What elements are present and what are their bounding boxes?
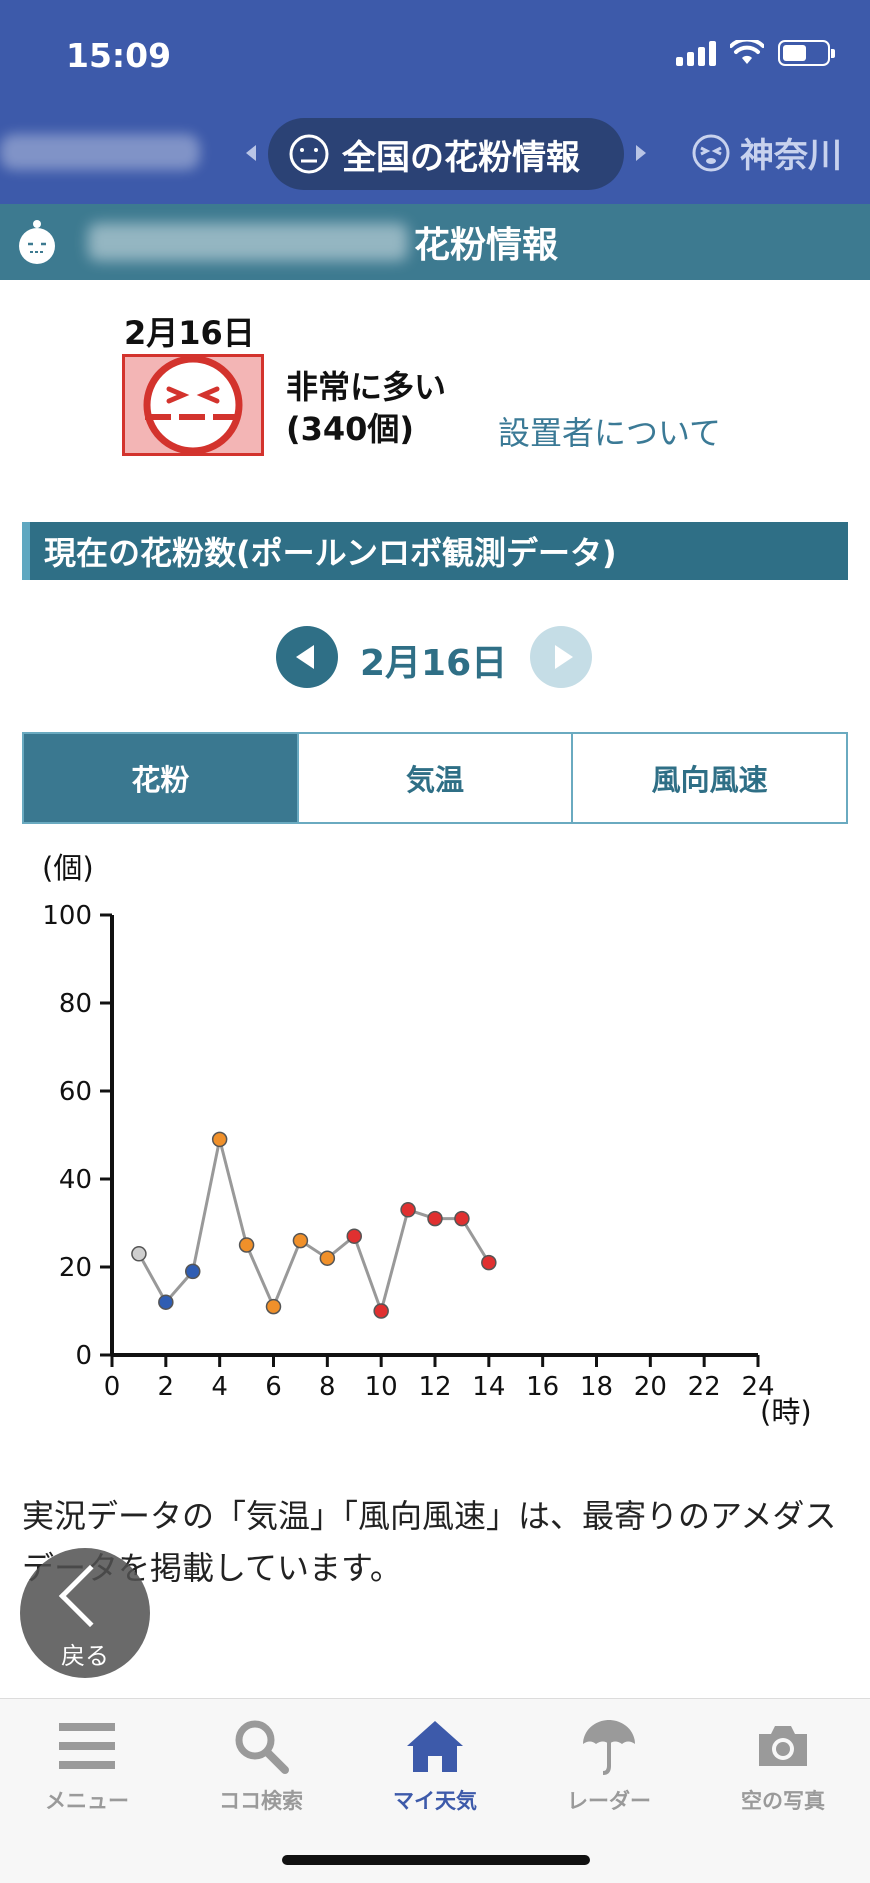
next-region-label: 神奈川 bbox=[740, 136, 842, 176]
very-high-pollen-face-icon bbox=[122, 354, 264, 456]
data-point bbox=[319, 1250, 336, 1266]
back-button-label: 戻る bbox=[61, 1642, 109, 1670]
y-tick-label: 0 bbox=[75, 1341, 92, 1371]
chevron-left-icon bbox=[58, 1564, 122, 1628]
x-axis-label: (時) bbox=[760, 1395, 812, 1429]
y-axis-label: (個) bbox=[42, 851, 94, 885]
y-tick-label: 100 bbox=[42, 901, 92, 931]
nav-sky-photo[interactable]: 空の写真 bbox=[696, 1711, 870, 1815]
subheader-title: 花粉情報 bbox=[414, 225, 559, 266]
data-point bbox=[454, 1210, 470, 1227]
x-tick-label: 8 bbox=[319, 1372, 336, 1402]
data-point bbox=[292, 1232, 309, 1249]
wifi-icon bbox=[730, 40, 764, 64]
umbrella-icon bbox=[583, 1720, 635, 1775]
x-tick-label: 20 bbox=[634, 1372, 667, 1402]
y-tick-label: 60 bbox=[59, 1077, 92, 1107]
x-tick-label: 24 bbox=[741, 1372, 774, 1402]
nav-search-label: ココ検索 bbox=[219, 1789, 303, 1813]
x-tick-label: 6 bbox=[265, 1372, 282, 1402]
search-icon bbox=[235, 1720, 289, 1774]
nav-menu-label: メニュー bbox=[45, 1789, 129, 1813]
home-indicator bbox=[282, 1855, 590, 1865]
x-tick-label: 16 bbox=[526, 1372, 559, 1402]
x-tick-label: 14 bbox=[472, 1372, 505, 1402]
prev-region-tab[interactable] bbox=[0, 134, 200, 170]
forecast-date: 2月16日 bbox=[124, 314, 255, 352]
signal-icon bbox=[676, 40, 716, 66]
nav-sky-photo-label: 空の写真 bbox=[741, 1789, 825, 1813]
x-tick-label: 2 bbox=[158, 1372, 175, 1402]
forecast-level-text: 非常に多い bbox=[286, 368, 447, 406]
y-tick-label: 40 bbox=[59, 1165, 92, 1195]
prev-day-button[interactable] bbox=[276, 626, 338, 688]
data-point bbox=[158, 1294, 174, 1310]
x-tick-label: 10 bbox=[365, 1372, 398, 1402]
forecast-count: (340個) bbox=[286, 410, 415, 448]
home-icon bbox=[407, 1721, 463, 1772]
tab-temperature[interactable]: 気温 bbox=[296, 734, 572, 822]
section-title: 現在の花粉数(ポールンロボ観測データ) bbox=[44, 534, 617, 572]
data-point bbox=[481, 1254, 497, 1271]
data-point bbox=[265, 1298, 282, 1315]
status-time: 15:09 bbox=[66, 36, 172, 75]
location-name-blurred bbox=[88, 223, 408, 261]
section-heading: 現在の花粉数(ポールンロボ観測データ) bbox=[22, 522, 848, 580]
region-next-arrow-icon[interactable] bbox=[636, 145, 646, 161]
nav-radar[interactable]: レーダー bbox=[522, 1711, 696, 1815]
tab-pollen[interactable]: 花粉 bbox=[24, 734, 297, 822]
x-tick-label: 18 bbox=[580, 1372, 613, 1402]
data-point bbox=[185, 1263, 201, 1280]
y-tick-label: 80 bbox=[59, 989, 92, 1019]
forecast-level: 非常に多い (340個) bbox=[286, 366, 446, 450]
back-button[interactable]: 戻る bbox=[20, 1548, 150, 1678]
next-day-button[interactable] bbox=[530, 626, 592, 688]
nationwide-pollen-label: 全国の花粉情報 bbox=[342, 137, 580, 178]
sneeze-face-icon bbox=[692, 134, 730, 171]
installer-link[interactable]: 設置者について bbox=[498, 414, 722, 452]
nav-radar-label: レーダー bbox=[567, 1789, 651, 1813]
region-prev-arrow-icon[interactable] bbox=[246, 145, 256, 161]
chart-date: 2月16日 bbox=[360, 643, 508, 684]
nav-my-weather[interactable]: マイ天気 bbox=[348, 1711, 522, 1815]
data-point bbox=[400, 1202, 416, 1218]
bottom-nav: メニュー ココ検索 マイ天気 レーダー bbox=[0, 1698, 870, 1883]
x-tick-label: 22 bbox=[688, 1372, 721, 1402]
data-point bbox=[427, 1210, 443, 1227]
menu-icon bbox=[59, 1723, 115, 1769]
x-tick-label: 0 bbox=[104, 1372, 121, 1402]
data-point bbox=[346, 1228, 362, 1244]
data-point bbox=[211, 1131, 228, 1148]
nav-search[interactable]: ココ検索 bbox=[174, 1711, 348, 1815]
baby-face-icon bbox=[19, 220, 55, 264]
battery-icon bbox=[778, 40, 835, 66]
x-tick-label: 4 bbox=[211, 1372, 228, 1402]
neutral-face-icon bbox=[288, 133, 330, 175]
data-point bbox=[373, 1303, 389, 1319]
data-note: 実況データの「気温」「風向風速」は、最寄りのアメダスデータを掲載しています。 bbox=[22, 1497, 837, 1587]
status-icons bbox=[676, 40, 835, 66]
camera-icon bbox=[759, 1726, 807, 1766]
y-tick-label: 20 bbox=[59, 1253, 92, 1283]
x-tick-label: 12 bbox=[418, 1372, 451, 1402]
data-tabs: 花粉 気温 風向風速 bbox=[22, 732, 848, 824]
nav-menu[interactable]: メニュー bbox=[0, 1711, 174, 1815]
location-subheader: 花粉情報 bbox=[0, 204, 870, 280]
tab-wind[interactable]: 風向風速 bbox=[571, 734, 847, 822]
data-point bbox=[238, 1237, 255, 1253]
next-region-tab[interactable]: 神奈川 bbox=[690, 128, 842, 177]
nationwide-pollen-tab[interactable]: 全国の花粉情報 bbox=[268, 118, 624, 190]
top-header: 15:09 全国の花粉情報 神奈川 bbox=[0, 0, 870, 204]
data-point bbox=[131, 1246, 147, 1262]
nav-my-weather-label: マイ天気 bbox=[393, 1789, 477, 1813]
